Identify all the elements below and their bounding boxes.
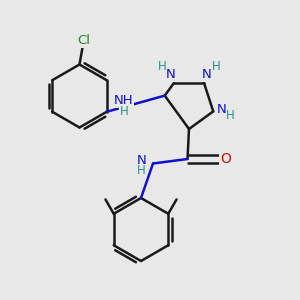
Text: H: H <box>119 105 128 118</box>
Text: H: H <box>158 60 166 73</box>
Text: N: N <box>137 154 146 167</box>
Text: N: N <box>166 68 176 81</box>
Text: H: H <box>226 110 235 122</box>
Text: NH: NH <box>114 94 134 107</box>
Text: N: N <box>217 103 226 116</box>
Text: O: O <box>220 152 231 166</box>
Text: H: H <box>212 60 220 73</box>
Text: N: N <box>202 68 212 81</box>
Text: Cl: Cl <box>77 34 90 47</box>
Text: H: H <box>137 164 146 178</box>
